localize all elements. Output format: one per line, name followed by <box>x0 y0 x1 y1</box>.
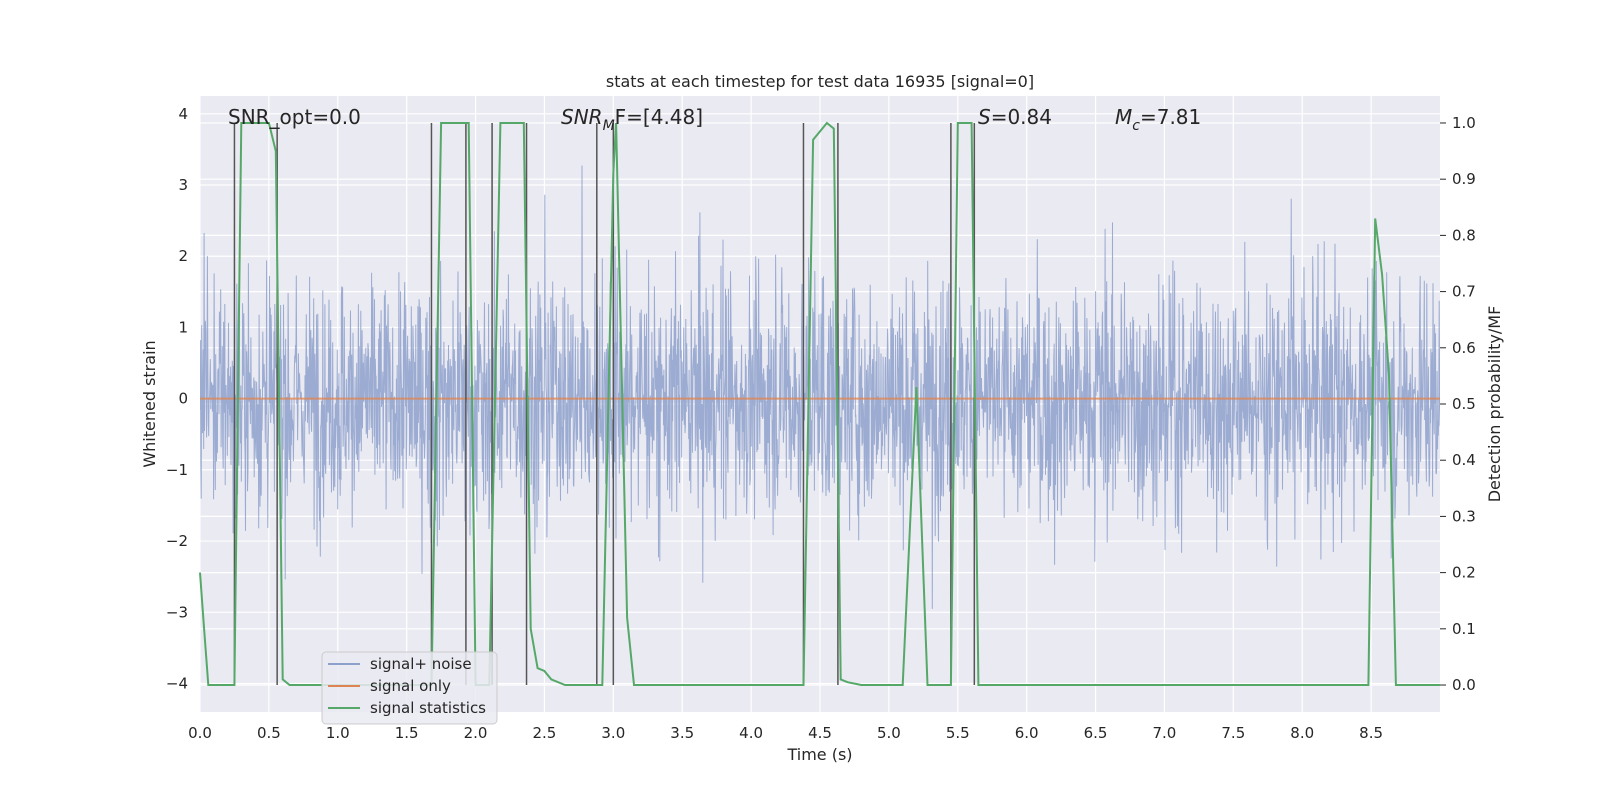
noise-trace-layer <box>200 165 1440 609</box>
annotation-mc-sub: c <box>1132 118 1140 134</box>
annotation-mc-main: M <box>1115 105 1132 129</box>
x-tick-label: 0.0 <box>188 724 212 742</box>
legend-label-noise: signal+ noise <box>370 655 472 673</box>
y-axis-right-label: Detection probability/MF <box>1485 306 1504 503</box>
y-tick-label-left: −4 <box>166 675 188 693</box>
x-axis-ticks: 0.0 0.5 1.0 1.5 2.0 2.5 3.0 3.5 4.0 4.5 5.0 5.5 6.0 6… <box>188 724 1383 742</box>
x-tick-label: 6.0 <box>1015 724 1039 742</box>
annotation-snr-opt: SNR_opt=0.0 <box>228 105 361 129</box>
y-tick-label-right: 0.8 <box>1452 226 1476 244</box>
annotation-snr-mf-rest: F=[4.48] <box>615 105 703 129</box>
y-tick-label-left: 3 <box>178 176 188 194</box>
y-axis-right-ticks: 0.0 0.1 0.2 0.3 0.4 0.5 0.6 0.7 0.8 0.9 1.0 <box>1440 114 1476 694</box>
annotation-snr-mf-sub: M <box>603 118 615 134</box>
x-tick-label: 3.5 <box>670 724 694 742</box>
y-tick-label-right: 0.6 <box>1452 339 1476 357</box>
x-tick-label: 8.0 <box>1290 724 1314 742</box>
annotation-snr-mf: SNRMF=[4.48] <box>561 105 703 134</box>
x-tick-label: 5.5 <box>946 724 970 742</box>
annotation-s-label: S <box>978 105 991 129</box>
y-tick-label-left: −2 <box>166 532 188 550</box>
annotation-mc: Mc=7.81 <box>1115 105 1201 134</box>
y-tick-label-right: 0.7 <box>1452 283 1476 301</box>
legend-box <box>321 651 498 725</box>
x-tick-label: 6.5 <box>1084 724 1108 742</box>
grid-layer <box>199 96 1440 712</box>
y-axis-left-label: Whitened strain <box>140 340 159 467</box>
x-tick-label: 4.5 <box>808 724 832 742</box>
y-tick-label-right: 0.0 <box>1452 676 1476 694</box>
y-tick-label-left: 2 <box>178 247 188 265</box>
marker-lines-layer <box>233 122 976 686</box>
y-tick-label-right: 0.1 <box>1452 620 1476 638</box>
x-tick-label: 7.5 <box>1221 724 1245 742</box>
annotation-s: S=0.84 <box>978 105 1052 129</box>
annotation-mc-value: =7.81 <box>1140 105 1201 129</box>
x-axis-label: Time (s) <box>786 745 852 764</box>
y-tick-label-right: 0.9 <box>1452 170 1476 188</box>
series-signal-plus-noise <box>200 165 1440 609</box>
x-tick-label: 7.0 <box>1153 724 1177 742</box>
y-tick-label-right: 0.5 <box>1452 395 1476 413</box>
x-tick-label: 2.0 <box>464 724 488 742</box>
x-tick-label: 1.5 <box>395 724 419 742</box>
y-tick-label-left: −1 <box>166 461 188 479</box>
y-tick-label-right: 0.4 <box>1452 451 1476 469</box>
y-tick-label-left: 1 <box>178 318 188 336</box>
legend-label-stats: signal statistics <box>370 699 486 717</box>
annotation-s-value: =0.84 <box>991 105 1052 129</box>
x-tick-label: 4.0 <box>739 724 763 742</box>
chart-title: stats at each timestep for test data 169… <box>606 72 1034 91</box>
y-tick-label-left: −3 <box>166 603 188 621</box>
x-tick-label: 8.5 <box>1359 724 1383 742</box>
annotation-snr-mf-main: SNR <box>561 105 603 129</box>
x-tick-label: 1.0 <box>326 724 350 742</box>
legend: signal+ noise signal only signal statist… <box>321 651 498 725</box>
x-tick-label: 5.0 <box>877 724 901 742</box>
y-tick-label-right: 0.3 <box>1452 507 1476 525</box>
y-axis-left-ticks: −4 −3 −2 −1 0 1 2 3 4 <box>166 105 188 693</box>
legend-label-signal: signal only <box>370 677 451 695</box>
x-tick-label: 0.5 <box>257 724 281 742</box>
x-tick-label: 2.5 <box>533 724 557 742</box>
y-tick-label-left: 4 <box>178 105 188 123</box>
y-tick-label-right: 1.0 <box>1452 114 1476 132</box>
x-tick-label: 3.0 <box>601 724 625 742</box>
y-tick-label-left: 0 <box>178 390 188 408</box>
y-tick-label-right: 0.2 <box>1452 564 1476 582</box>
